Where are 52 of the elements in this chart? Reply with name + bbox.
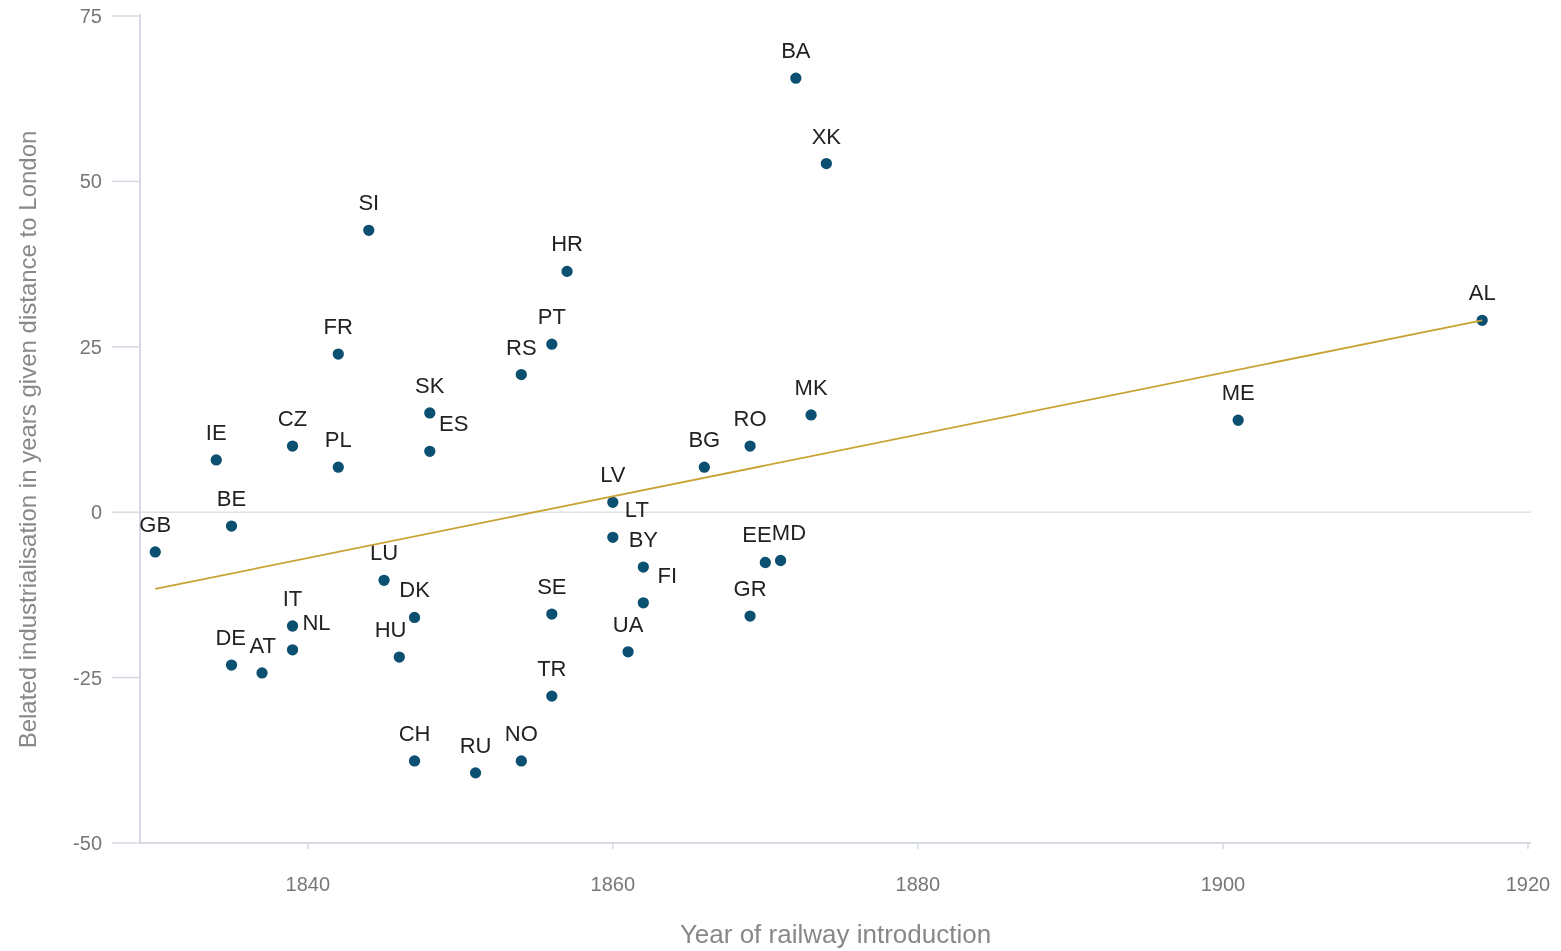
annotation: EE bbox=[742, 522, 772, 548]
y-tick-label: 50 bbox=[79, 170, 102, 193]
annotation: NL bbox=[302, 609, 331, 635]
y-tick-label: -50 bbox=[73, 832, 102, 854]
x-tick-label: 1880 bbox=[895, 873, 941, 895]
annotation: CZ bbox=[277, 406, 308, 432]
annotation: NO bbox=[504, 720, 538, 746]
annotation: SK bbox=[415, 372, 445, 398]
y-tick-label: 0 bbox=[90, 501, 102, 524]
y-tick-label: 25 bbox=[79, 335, 102, 358]
x-tick-label: 1900 bbox=[1200, 873, 1246, 895]
annotation: SE bbox=[537, 574, 567, 600]
annotation: RO bbox=[733, 406, 767, 432]
y-axis-title: Belated industrialisation in years given distance to London bbox=[14, 130, 41, 749]
x-axis-title: Year of railway introduction bbox=[679, 919, 992, 949]
x-tick-label: 1840 bbox=[285, 873, 331, 895]
annotation: PL bbox=[324, 427, 352, 453]
annotation: IT bbox=[282, 586, 303, 611]
annotation: LU bbox=[369, 540, 399, 566]
annotation: BY bbox=[628, 527, 659, 553]
annotation: CH bbox=[398, 720, 431, 746]
annotation: XK bbox=[811, 123, 842, 149]
x-tick-label: 1920 bbox=[1505, 873, 1551, 895]
annotation: GR bbox=[733, 576, 767, 602]
y-tick-label: -25 bbox=[73, 666, 102, 689]
annotation: ME bbox=[1221, 380, 1255, 406]
annotation: PT bbox=[537, 304, 566, 330]
annotation: BE bbox=[216, 486, 247, 512]
annotation: FI bbox=[657, 562, 678, 588]
annotation: ES bbox=[439, 411, 469, 437]
annotation: RS bbox=[506, 334, 537, 360]
annotation: LV bbox=[600, 462, 626, 488]
annotation: RU bbox=[459, 732, 492, 758]
annotation: GB bbox=[139, 511, 172, 537]
annotation: AL bbox=[1468, 280, 1496, 306]
annotation: TR bbox=[537, 656, 567, 682]
annotation: LT bbox=[624, 497, 649, 523]
annotation: UA bbox=[612, 611, 644, 637]
annotation: HU bbox=[374, 617, 407, 643]
annotation: DE bbox=[215, 625, 247, 651]
annotation: HR bbox=[551, 231, 583, 257]
annotation: AT bbox=[249, 632, 277, 658]
annotation: BG bbox=[688, 427, 721, 453]
annotation: DK bbox=[399, 577, 431, 603]
annotation: MD bbox=[771, 520, 807, 546]
annotation: FR bbox=[323, 314, 353, 340]
x-tick-label: 1860 bbox=[590, 873, 636, 895]
annotation: IE bbox=[205, 419, 227, 445]
y-tick-label: 75 bbox=[79, 5, 102, 27]
annotation: BA bbox=[781, 38, 811, 64]
annotation: SI bbox=[358, 190, 380, 216]
annotation: MK bbox=[794, 374, 828, 400]
